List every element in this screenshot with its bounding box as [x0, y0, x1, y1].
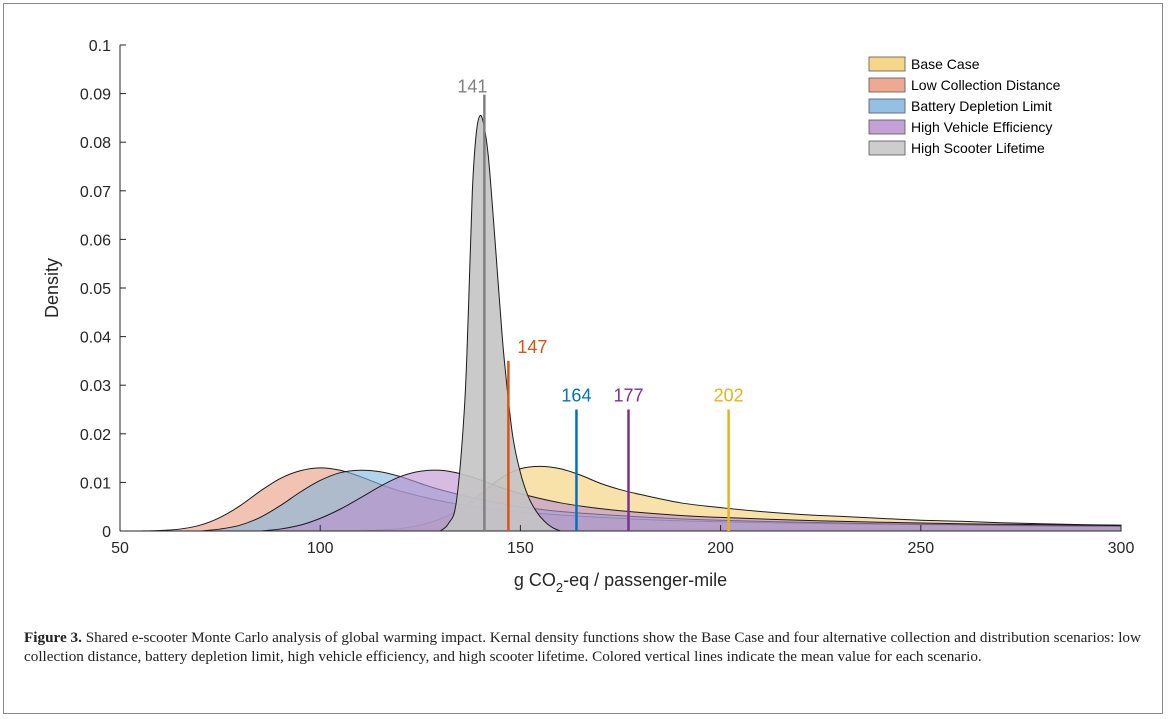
- caption-text: Shared e-scooter Monte Carlo analysis of…: [24, 629, 1141, 665]
- x-axis-title: g CO2-eq / passenger-mile: [514, 570, 727, 595]
- legend-label-high-vehicle-efficiency: High Vehicle Efficiency: [911, 119, 1052, 135]
- x-tick-label: 300: [1108, 540, 1135, 557]
- mean-label-base-case: 202: [714, 386, 744, 406]
- y-tick-label: 0.06: [80, 232, 111, 249]
- legend-swatch-battery-depletion-limit: [868, 98, 906, 114]
- legend-swatch-high-vehicle-efficiency: [868, 119, 906, 135]
- legend-swatch-base-case: [868, 56, 906, 72]
- legend-label-battery-depletion-limit: Battery Depletion Limit: [911, 98, 1052, 114]
- legend-label-low-collection-distance: Low Collection Distance: [911, 77, 1061, 93]
- legend-swatch-low-collection-distance: [868, 77, 906, 93]
- figure-caption: Figure 3. Shared e-scooter Monte Carlo a…: [24, 628, 1144, 666]
- figure-panel: 50 100 150 200 250 300 0 0.01 0.02 0.03 0.04 0.05 0.…: [3, 3, 1163, 714]
- legend-swatch-high-scooter-lifetime: [868, 140, 906, 156]
- y-tick-label: 0.04: [80, 330, 111, 347]
- y-tick-label: 0.01: [80, 475, 111, 492]
- x-tick-label: 200: [707, 540, 734, 557]
- x-tick-label: 100: [307, 540, 334, 557]
- mean-label-battery-depletion-limit: 164: [561, 386, 591, 406]
- y-tick-label: 0.05: [80, 281, 111, 298]
- y-tick-label: 0.08: [80, 135, 111, 152]
- y-tick-label: 0.1: [89, 38, 111, 55]
- x-tick-label: 50: [111, 540, 129, 557]
- caption-label: Figure 3.: [24, 629, 82, 646]
- mean-label-high-scooter-lifetime: 141: [457, 77, 487, 97]
- legend-label-base-case: Base Case: [911, 56, 980, 72]
- y-axis-title: Density: [42, 258, 62, 318]
- y-tick-label: 0.09: [80, 87, 111, 104]
- mean-label-high-vehicle-efficiency: 177: [613, 386, 643, 406]
- legend-label-high-scooter-lifetime: High Scooter Lifetime: [911, 140, 1045, 156]
- x-tick-label: 150: [507, 540, 534, 557]
- x-tick-label: 250: [907, 540, 934, 557]
- y-tick-label: 0: [102, 524, 111, 541]
- y-tick-label: 0.07: [80, 184, 111, 201]
- density-curve-high-scooter-lifetime: [439, 114, 561, 532]
- density-chart: 50 100 150 200 250 300 0 0.01 0.02 0.03 0.04 0.05 0.…: [42, 38, 1135, 595]
- mean-label-low-collection-distance: 147: [517, 337, 547, 357]
- y-tick-label: 0.03: [80, 378, 111, 395]
- y-tick-label: 0.02: [80, 427, 111, 444]
